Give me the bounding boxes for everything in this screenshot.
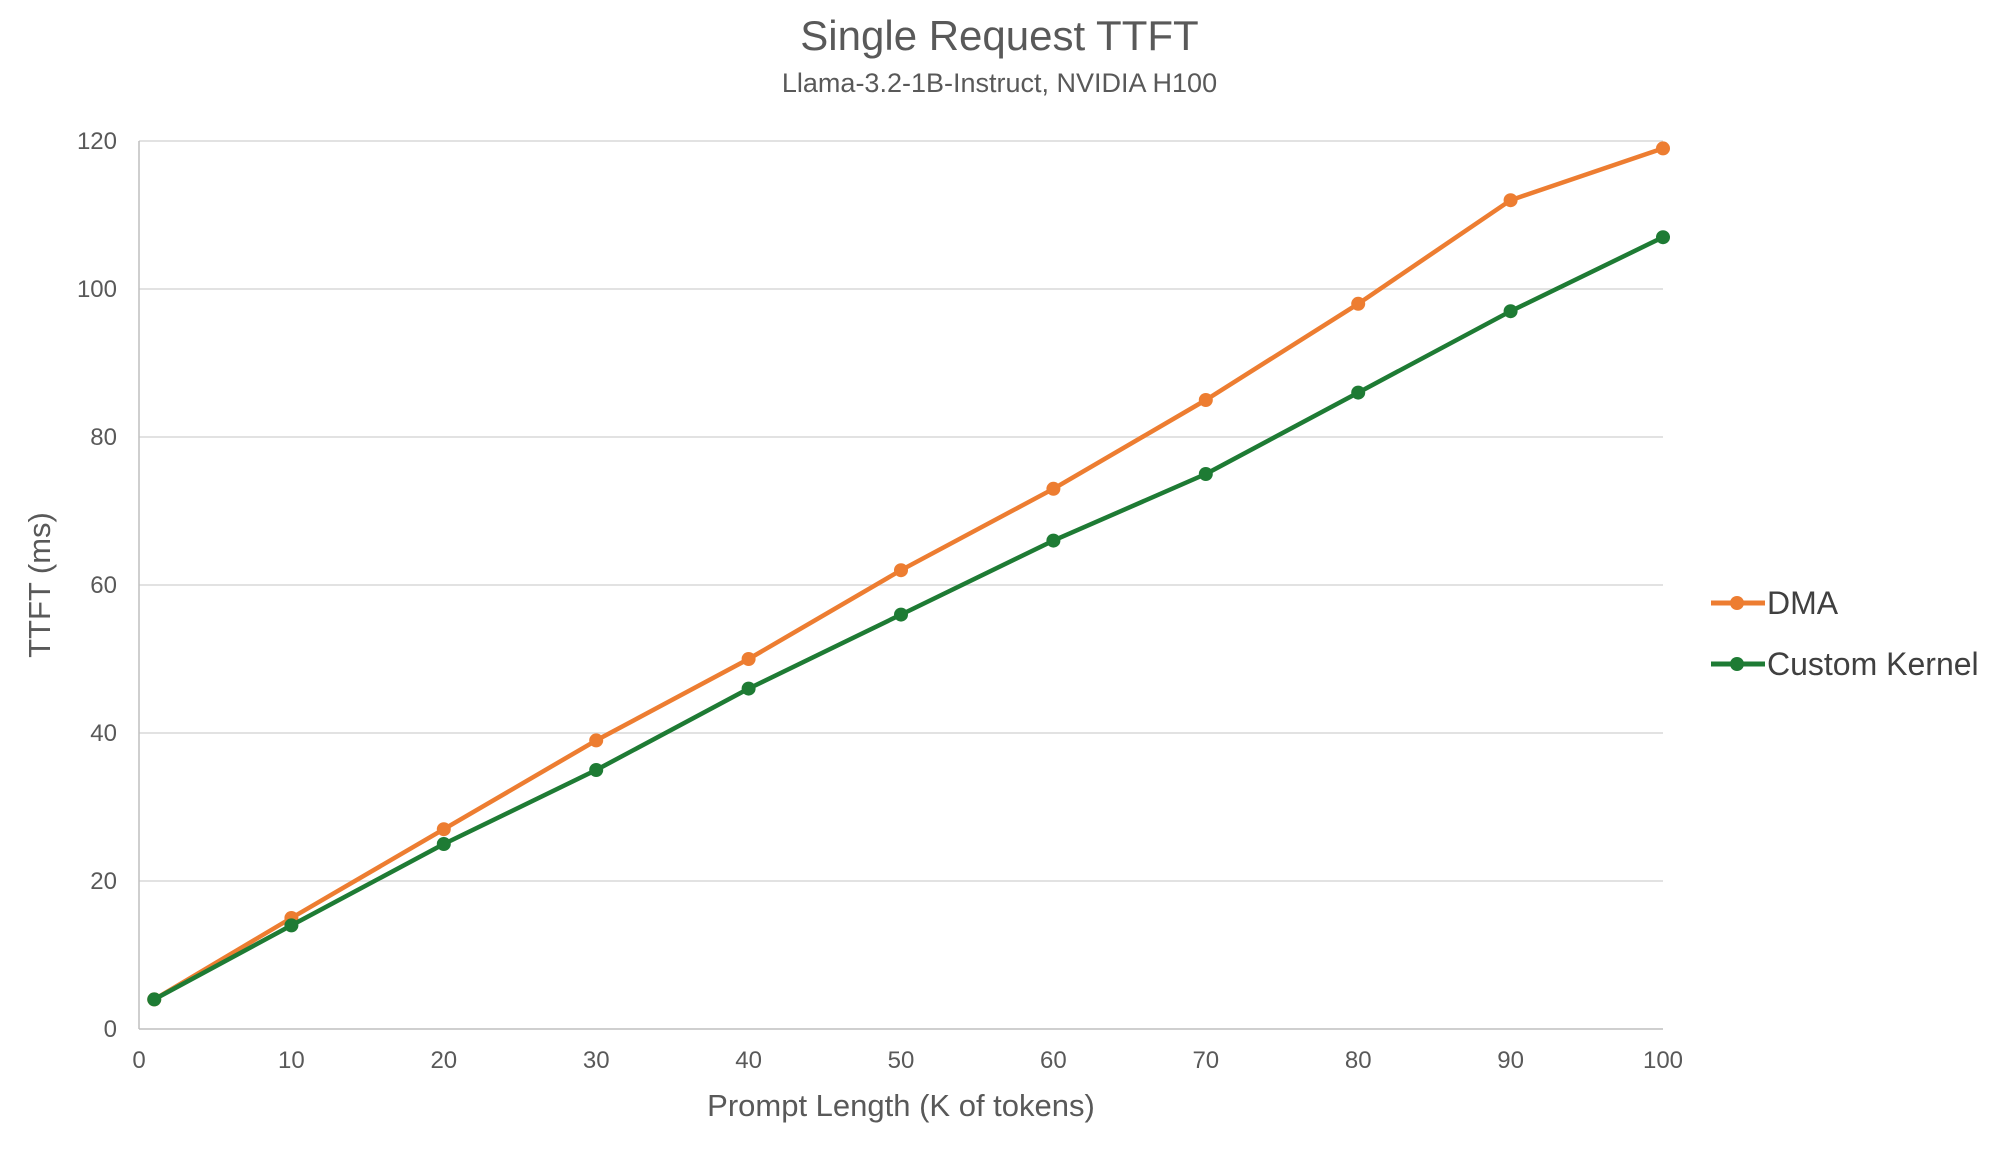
- custom-kernel-point-x1: [147, 992, 162, 1007]
- custom-kernel-point-x100: [1656, 230, 1670, 245]
- custom-kernel-point-x30: [589, 763, 604, 777]
- custom-kernel-point-x10: [284, 918, 299, 933]
- x-tick-label-80: 80: [1345, 1047, 1372, 1074]
- x-tick-label-50: 50: [888, 1047, 915, 1074]
- y-tick-label-80: 80: [90, 424, 117, 451]
- chart-subtitle: Llama-3.2-1B-Instruct, NVIDIA H100: [781, 68, 1218, 98]
- custom-kernel-point-x70: [1198, 467, 1213, 481]
- dma-point-x50: [894, 563, 908, 578]
- x-tick-label-40: 40: [735, 1047, 762, 1074]
- custom-kernel-point-x20: [436, 837, 451, 851]
- y-tick-label-40: 40: [90, 720, 117, 747]
- y-tick-label-0: 0: [104, 1016, 117, 1043]
- y-tick-label-60: 60: [90, 572, 117, 599]
- x-tick-label-100: 100: [1643, 1047, 1683, 1074]
- dma-point-x30: [589, 733, 604, 748]
- x-axis-title: Prompt Length (K of tokens): [707, 1088, 1095, 1123]
- x-tick-label-30: 30: [583, 1047, 610, 1074]
- y-tick-label-120: 120: [77, 128, 117, 155]
- custom-kernel-series-marker-icon: [1711, 657, 1765, 671]
- legend-label-dma: DMA: [1767, 584, 1839, 621]
- x-tick-label-70: 70: [1192, 1047, 1219, 1074]
- dma-point-x100: [1656, 141, 1670, 156]
- dma-point-x40: [741, 652, 756, 666]
- x-tick-label-10: 10: [278, 1047, 305, 1074]
- x-tick-label-20: 20: [430, 1047, 457, 1074]
- x-tick-label-60: 60: [1040, 1047, 1067, 1074]
- custom-kernel-series-line: [151, 234, 1666, 1002]
- legend-label-custom-kernel: Custom Kernel: [1767, 645, 1979, 682]
- custom-kernel-point-x90: [1503, 304, 1518, 319]
- custom-kernel-point-x50: [894, 607, 908, 622]
- custom-kernel-point-x40: [741, 681, 756, 696]
- dma-point-x90: [1503, 193, 1518, 208]
- legend-item-dma[interactable]: DMA: [1711, 583, 1979, 623]
- dma-point-x80: [1351, 296, 1366, 311]
- dma-series-line: [151, 146, 1666, 1002]
- chart-title: Single Request TTFT: [800, 12, 1199, 59]
- y-tick-label-20: 20: [90, 868, 117, 895]
- legend-item-custom-kernel[interactable]: Custom Kernel: [1711, 644, 1979, 684]
- x-tick-label-90: 90: [1497, 1047, 1524, 1074]
- dma-point-x60: [1046, 481, 1061, 496]
- custom-kernel-point-x80: [1351, 385, 1366, 400]
- dma-point-x70: [1198, 393, 1213, 407]
- dma-series-marker-icon: [1711, 596, 1765, 610]
- dma-point-x20: [436, 822, 451, 837]
- y-axis-title: TTFT (ms): [22, 512, 57, 658]
- custom-kernel-point-x60: [1046, 533, 1061, 548]
- legend: DMA Custom Kernel: [1711, 583, 1979, 684]
- y-tick-label-100: 100: [77, 276, 117, 303]
- x-tick-label-0: 0: [132, 1047, 145, 1074]
